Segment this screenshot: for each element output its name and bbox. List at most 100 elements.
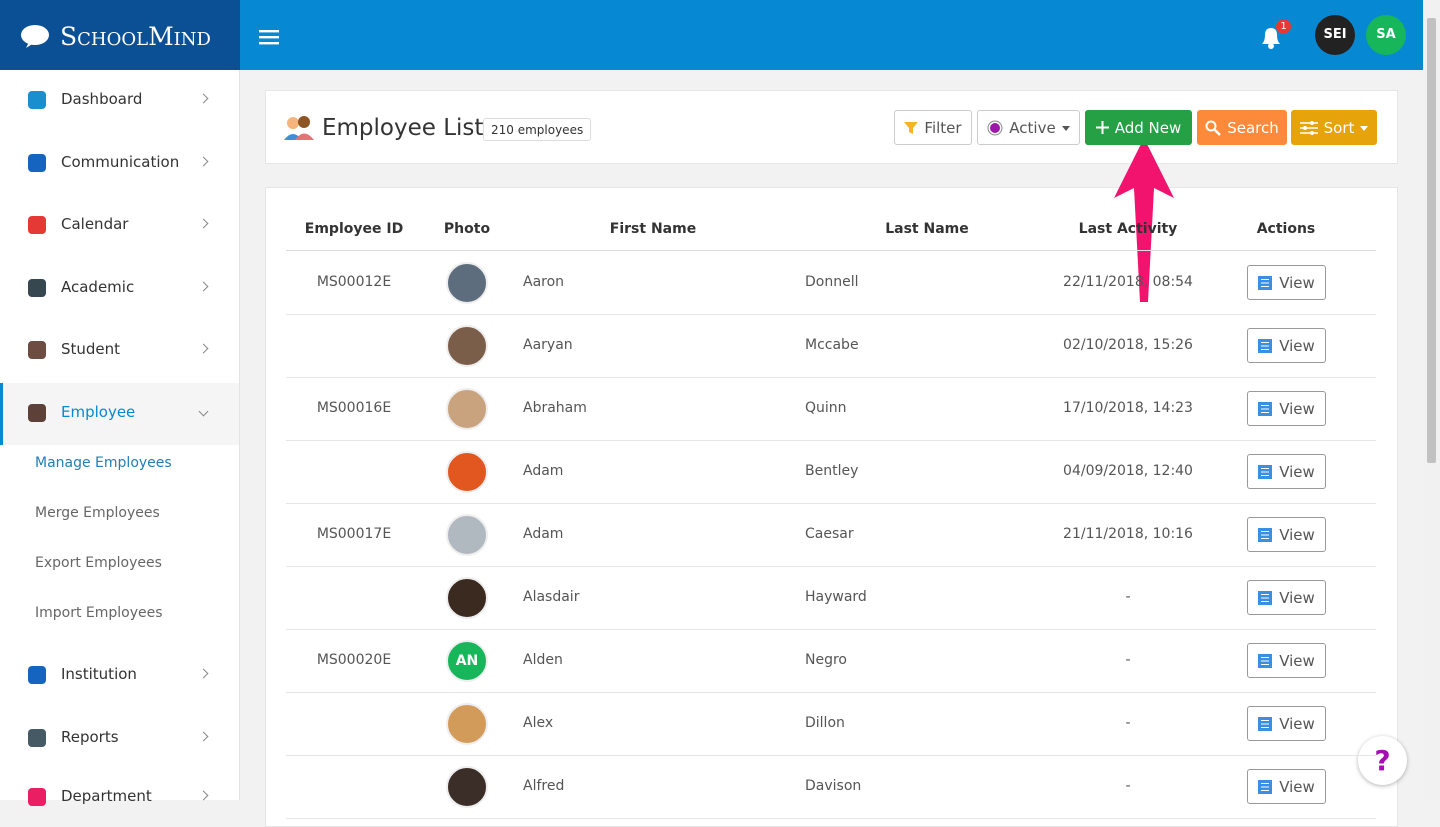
menu-toggle[interactable] [259,29,279,45]
bell-icon[interactable] [1258,24,1286,50]
last-activity: 22/11/2018, 08:54 [1063,274,1193,290]
first-name: Adam [523,526,564,542]
toolbar-button[interactable]: Active [977,110,1080,145]
first-name: Aaryan [523,337,573,353]
view-button[interactable]: View [1247,265,1326,300]
last-activity: 02/10/2018, 15:26 [1063,337,1193,353]
first-name: Alasdair [523,589,580,605]
employee-photo [446,325,488,367]
view-button[interactable]: View [1247,769,1326,804]
last-activity: - [1125,715,1131,731]
button-label: Search [1227,118,1279,137]
view-button[interactable]: View [1247,328,1326,363]
column-header: Last Name [885,221,969,237]
last-activity: - [1125,778,1131,794]
menu-icon [28,404,46,422]
button-label: Filter [924,118,962,137]
menu-icon [28,788,46,806]
last-activity: 21/11/2018, 10:16 [1063,526,1193,542]
employee-photo [446,388,488,430]
column-header: Last Activity [1078,221,1178,237]
pointer-arrow [1114,138,1174,302]
employee-photo [446,703,488,745]
last-name: Davison [805,778,862,794]
button-label: Add New [1114,118,1182,137]
menu-item[interactable]: Calendar [61,215,129,233]
view-button[interactable]: View [1247,517,1326,552]
menu-item[interactable]: Academic [61,278,135,296]
avatar[interactable]: SA [1366,15,1406,55]
first-name: Abraham [523,400,587,416]
scrollbar [1423,0,1440,800]
menu-icon [28,341,46,359]
avatar[interactable]: SEI [1315,15,1355,55]
button-label: View [1279,588,1315,607]
brand[interactable]: SchoolMind [60,22,211,51]
button-label: Sort [1323,118,1355,137]
menu-item[interactable]: Dashboard [61,90,143,108]
toolbar-button[interactable]: Search [1197,110,1287,145]
menu-icon [28,154,46,172]
menu-item[interactable]: Department [61,787,152,805]
first-name: Adam [523,463,564,479]
view-button[interactable]: View [1247,391,1326,426]
employee-photo [446,577,488,619]
first-name: Alfred [523,778,565,794]
button-label: View [1279,273,1315,292]
row-rule [286,503,1376,504]
toolbar-button[interactable]: Filter [894,110,972,145]
submenu-item[interactable]: Manage Employees [35,455,172,471]
last-activity: 04/09/2018, 12:40 [1063,463,1193,479]
button-label: View [1279,714,1315,733]
button-label: View [1279,462,1315,481]
caret [1360,125,1369,135]
row-rule [286,440,1376,441]
caret [1061,125,1070,135]
view-button[interactable]: View [1247,580,1326,615]
help-button[interactable]: ? [1358,736,1407,785]
last-name: Hayward [805,589,867,605]
notification-badge: 1 [1276,19,1291,34]
menu-item[interactable]: Employee [61,403,136,421]
employee-photo [446,451,488,493]
button-label: View [1279,651,1315,670]
menu-icon [28,729,46,747]
row-rule [286,566,1376,567]
last-name: Negro [805,652,847,668]
submenu-item[interactable]: Merge Employees [35,505,160,521]
list-icon [1258,401,1273,416]
column-header: First Name [609,221,697,237]
top-bar: 1 SEI SA [240,0,1423,70]
brand-bar: SchoolMind [0,0,240,70]
row-rule [286,818,1376,819]
menu-icon [28,91,46,109]
last-name: Dillon [805,715,845,731]
view-button[interactable]: View [1247,454,1326,489]
button-label: Active [1009,118,1056,137]
list-icon [1258,779,1273,794]
list-icon [1258,527,1273,542]
list-icon [1258,653,1273,668]
scroll-thumb[interactable] [1427,18,1436,463]
view-button[interactable]: View [1247,706,1326,741]
last-name: Mccabe [805,337,859,353]
toolbar-button[interactable]: Sort [1291,110,1377,145]
menu-item[interactable]: Communication [61,153,180,171]
column-header: Actions [1256,221,1316,237]
submenu-item[interactable]: Export Employees [35,555,162,571]
list-icon [1258,590,1273,605]
first-name: Alden [523,652,563,668]
employee-photo [446,262,488,304]
row-rule [286,755,1376,756]
employee-id: MS00016E [316,400,392,416]
employee-photo: AN [446,640,488,682]
toolbar-button[interactable]: Add New [1085,110,1192,145]
view-button[interactable]: View [1247,643,1326,678]
last-name: Quinn [805,400,847,416]
menu-icon [28,666,46,684]
menu-item[interactable]: Student [61,340,121,358]
menu-item[interactable]: Institution [61,665,137,683]
submenu-item[interactable]: Import Employees [35,605,163,621]
first-name: Aaron [523,274,565,290]
menu-item[interactable]: Reports [61,728,119,746]
